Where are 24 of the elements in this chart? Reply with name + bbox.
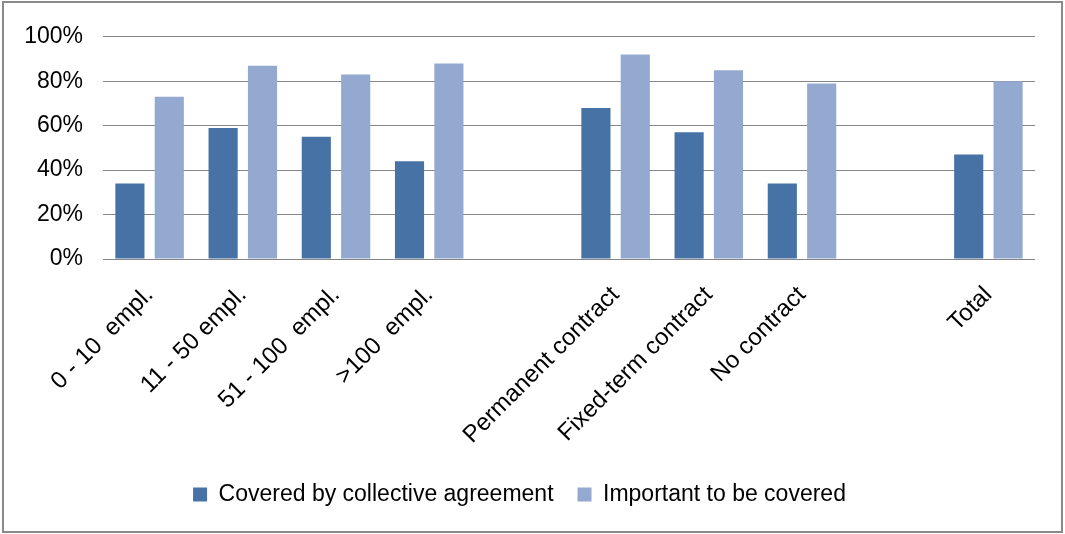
bar — [154, 96, 184, 259]
y-tick-label: 0% — [49, 244, 83, 271]
bar — [954, 154, 984, 259]
bar — [993, 81, 1023, 259]
y-tick-label: 40% — [36, 155, 83, 182]
bar — [807, 83, 837, 259]
bar — [581, 107, 611, 259]
bar — [713, 70, 744, 259]
bar — [301, 136, 331, 259]
bar — [620, 54, 650, 259]
bar — [208, 127, 238, 259]
y-tick-label: 100% — [24, 22, 83, 49]
bar — [394, 161, 425, 259]
bar — [767, 183, 797, 259]
legend-label: Covered by collective agreement — [218, 479, 555, 506]
legend-label: Important to be covered — [603, 479, 846, 506]
bar — [341, 74, 371, 259]
bar — [674, 132, 704, 259]
y-tick-label: 60% — [36, 111, 83, 138]
y-tick-label: 80% — [36, 66, 83, 93]
bar — [247, 65, 278, 259]
bar — [434, 63, 464, 259]
bar — [115, 183, 145, 259]
y-tick-label: 20% — [36, 199, 83, 226]
